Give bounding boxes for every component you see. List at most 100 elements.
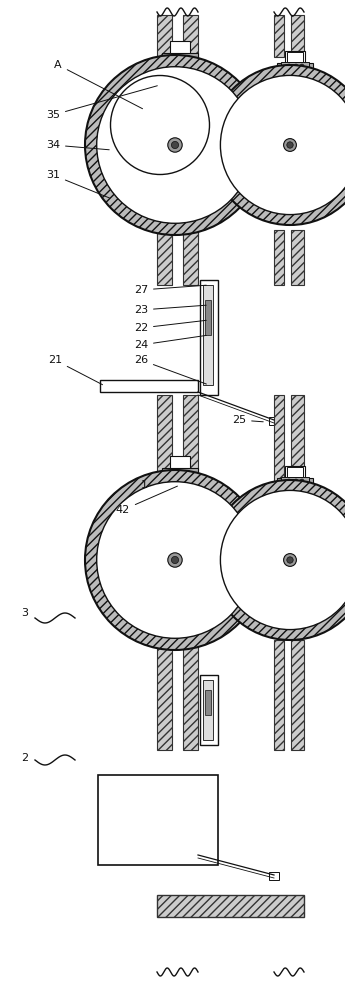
Bar — [285, 51, 305, 63]
Text: 24: 24 — [134, 335, 206, 350]
Text: 26: 26 — [134, 355, 206, 384]
Circle shape — [220, 75, 345, 215]
Circle shape — [169, 55, 175, 60]
Bar — [157, 130, 172, 160]
Circle shape — [169, 471, 175, 476]
Circle shape — [300, 66, 306, 70]
Circle shape — [171, 556, 179, 564]
Circle shape — [177, 55, 183, 60]
Text: 21: 21 — [48, 355, 102, 385]
Bar — [291, 640, 304, 750]
Bar — [183, 545, 198, 575]
Text: 27: 27 — [134, 285, 206, 295]
Circle shape — [300, 481, 306, 486]
Bar — [274, 15, 284, 57]
Circle shape — [210, 480, 345, 640]
Bar — [274, 133, 284, 157]
Text: 23: 23 — [134, 305, 206, 315]
Bar — [269, 417, 279, 425]
Bar — [287, 467, 303, 477]
Bar — [220, 552, 274, 568]
Bar — [274, 640, 284, 750]
Bar — [269, 872, 279, 880]
Bar — [200, 280, 218, 395]
Circle shape — [220, 490, 345, 630]
Bar — [157, 230, 172, 285]
Bar — [157, 640, 172, 750]
Text: 1: 1 — [141, 480, 148, 490]
Circle shape — [97, 67, 253, 223]
Circle shape — [284, 139, 296, 151]
Bar — [183, 15, 198, 57]
Bar — [162, 53, 198, 63]
Bar — [203, 680, 213, 740]
Circle shape — [285, 66, 289, 70]
Bar — [98, 775, 218, 865]
Bar — [157, 895, 304, 917]
Circle shape — [97, 482, 253, 638]
Bar — [287, 52, 303, 62]
Text: 35: 35 — [46, 86, 157, 120]
Bar — [274, 548, 284, 572]
Bar — [183, 395, 198, 500]
Bar — [203, 285, 213, 385]
Bar — [274, 230, 284, 285]
Circle shape — [300, 64, 304, 68]
Bar — [277, 478, 313, 488]
Circle shape — [287, 479, 291, 483]
Circle shape — [293, 66, 297, 70]
Bar — [285, 466, 305, 478]
Circle shape — [171, 141, 179, 149]
Circle shape — [300, 479, 304, 483]
Bar — [205, 300, 211, 335]
Bar — [281, 477, 309, 485]
Bar — [162, 468, 198, 478]
Circle shape — [294, 479, 298, 483]
Circle shape — [186, 55, 190, 60]
Bar — [200, 675, 218, 745]
Bar — [291, 548, 304, 572]
Bar — [157, 545, 172, 575]
Circle shape — [85, 470, 265, 650]
Circle shape — [168, 553, 182, 567]
Text: 25: 25 — [232, 415, 263, 425]
Bar — [183, 130, 198, 160]
Text: 34: 34 — [46, 140, 109, 150]
Bar — [157, 15, 172, 57]
Bar — [277, 63, 313, 73]
Circle shape — [85, 55, 265, 235]
Circle shape — [285, 481, 289, 486]
Bar — [157, 395, 172, 500]
Bar — [274, 395, 284, 500]
Text: 3: 3 — [21, 608, 29, 618]
Bar — [291, 15, 304, 57]
Text: 31: 31 — [46, 170, 109, 198]
Bar — [183, 220, 198, 240]
Circle shape — [294, 64, 298, 68]
Bar — [100, 380, 198, 392]
Bar — [291, 230, 304, 285]
Circle shape — [287, 64, 291, 68]
Circle shape — [287, 142, 293, 148]
Bar — [183, 640, 198, 750]
Text: A: A — [55, 60, 142, 109]
Bar — [205, 690, 211, 715]
Circle shape — [186, 471, 190, 476]
Circle shape — [284, 554, 296, 566]
Circle shape — [210, 65, 345, 225]
Circle shape — [287, 557, 293, 563]
Bar — [281, 62, 309, 70]
Circle shape — [168, 138, 182, 152]
Bar — [170, 41, 190, 53]
Bar — [291, 133, 304, 157]
Circle shape — [293, 481, 297, 486]
Circle shape — [177, 471, 183, 476]
Bar — [170, 456, 190, 468]
Text: 42: 42 — [116, 486, 177, 515]
Bar — [157, 220, 172, 240]
Text: 2: 2 — [21, 753, 29, 763]
Bar — [220, 137, 274, 153]
Bar — [183, 230, 198, 285]
Text: 22: 22 — [134, 320, 206, 333]
Bar — [291, 395, 304, 500]
